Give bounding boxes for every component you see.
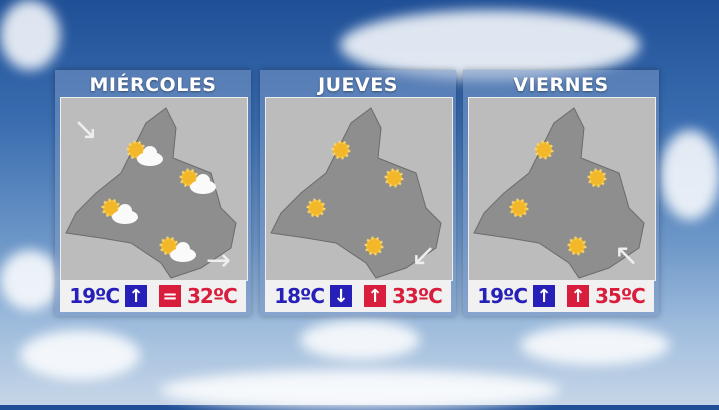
sun-icon	[384, 168, 404, 188]
region-map: ↘ →	[60, 97, 248, 281]
sun-cloud-icon	[179, 168, 216, 194]
sun-icon	[567, 236, 587, 256]
max-temp: 32ºC	[187, 284, 238, 308]
temperature-bar: 18ºC ↓ ↑ 33ºC	[265, 280, 451, 312]
sun-cloud-icon	[101, 198, 138, 224]
wind-arrow-icon: ↖	[614, 238, 640, 273]
sun-icon	[509, 198, 529, 218]
max-trend-icon: ↑	[364, 285, 386, 307]
sun-icon	[306, 198, 326, 218]
wind-arrow-icon: ↘	[73, 112, 99, 147]
wind-arrow-icon: →	[206, 243, 232, 278]
day-title: VIERNES	[513, 74, 609, 96]
min-trend-icon: ↓	[330, 285, 352, 307]
region-map: ↙	[265, 97, 453, 281]
sun-cloud-icon	[159, 236, 196, 262]
min-temp: 19ºC	[477, 284, 528, 308]
min-trend-icon: ↑	[533, 285, 555, 307]
sun-icon	[587, 168, 607, 188]
day-title: JUEVES	[318, 74, 398, 96]
min-trend-icon: ↑	[125, 285, 147, 307]
forecast-panel-1: JUEVES ↙ 18ºC ↓ ↑ 33ºC	[260, 70, 456, 316]
day-title: MIÉRCOLES	[89, 74, 217, 96]
wind-arrow-icon: ↙	[411, 238, 437, 273]
min-temp: 18ºC	[274, 284, 325, 308]
max-trend-icon: =	[159, 285, 181, 307]
max-trend-icon: ↑	[567, 285, 589, 307]
sun-cloud-icon	[126, 140, 163, 166]
forecast-panel-0: MIÉRCOLES ↘ → 19ºC ↑ = 32ºC	[55, 70, 251, 316]
temperature-bar: 19ºC ↑ ↑ 35ºC	[468, 280, 654, 312]
max-temp: 35ºC	[595, 284, 646, 308]
sun-icon	[534, 140, 554, 160]
sun-icon	[364, 236, 384, 256]
forecast-panel-2: VIERNES ↖ 19ºC ↑ ↑ 35ºC	[463, 70, 659, 316]
sun-icon	[331, 140, 351, 160]
temperature-bar: 19ºC ↑ = 32ºC	[60, 280, 246, 312]
min-temp: 19ºC	[69, 284, 120, 308]
region-map: ↖	[468, 97, 656, 281]
max-temp: 33ºC	[392, 284, 443, 308]
